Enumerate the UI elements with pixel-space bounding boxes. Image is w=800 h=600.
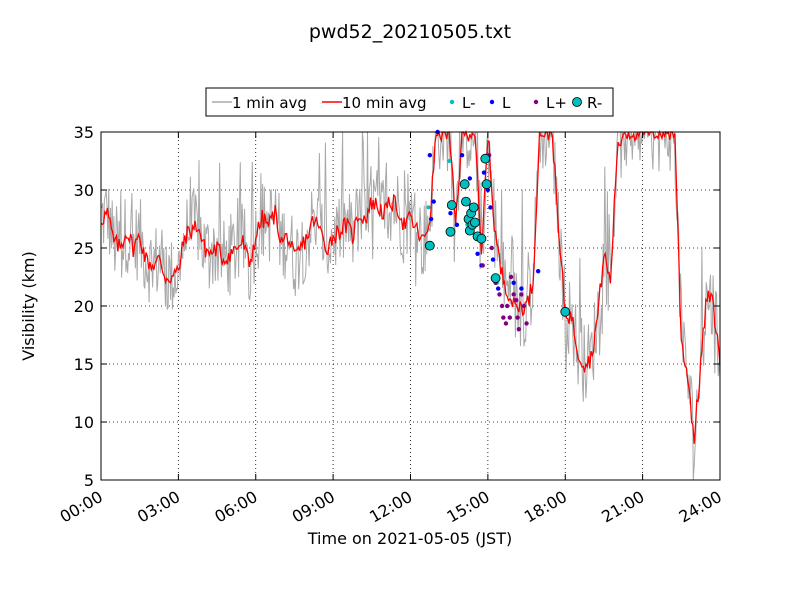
l-plus-marker [521,303,527,309]
legend-marker [572,97,582,107]
y-tick-label: 20 [74,297,94,316]
l-plus-marker [508,274,514,280]
l-plus-marker [515,315,520,320]
r-minus-marker [424,240,435,251]
x-tick-label: 18:00 [521,487,570,527]
one-min-avg-line [100,131,721,481]
x-tick-label: 09:00 [289,487,338,527]
l-marker [490,257,496,262]
l-marker [511,280,516,285]
l-plus-marker [514,298,519,303]
l-plus-marker [503,321,509,326]
r-minus-marker [476,233,487,244]
r-minus-marker [461,196,471,207]
r-minus-marker [470,217,480,228]
ten-min-avg-series [100,129,721,444]
l-marker [481,170,487,175]
l-plus-marker [524,321,529,326]
x-tick-label: 15:00 [443,487,492,527]
x-tick-labels: 00:00 03:00 06:00 09:00 12:00 15:00 18:00 21:00… [57,487,725,527]
l-minus-marker [447,159,452,163]
legend-label: L- [462,94,476,112]
x-tick-label: 24:00 [676,487,725,527]
r-minus-marker [480,153,491,164]
r-minus-marker [481,179,492,190]
legend-label: 10 min avg [342,94,427,112]
l-marker [454,222,460,227]
l-plus-marker [507,315,512,320]
grid-lines [101,132,720,480]
l-plus-marker [501,315,506,320]
l-plus-marker [499,303,505,309]
axis-ticks [100,131,721,481]
l-minus-marker [426,205,431,210]
y-tick-labels: 5 10 15 20 25 30 35 [74,123,94,490]
y-tick-label: 25 [74,239,94,258]
l-marker [495,286,501,291]
l-marker [459,153,465,158]
r-minus-marker [560,306,571,317]
x-tick-label: 21:00 [598,487,647,527]
r-minus-marker [446,200,457,210]
y-tick-label: 10 [74,413,94,432]
x-tick-label: 03:00 [134,487,183,527]
l-marker [428,216,434,222]
legend-label: L+ [546,94,567,112]
l-plus-marker [511,292,516,297]
l-plus-marker [516,327,522,332]
chart-title: pwd52_20210505.txt [309,21,511,43]
l-plus-marker [519,292,524,297]
legend-marker [533,99,539,105]
y-axis-label: Visibility (km) [19,251,38,360]
weather-code-markers [424,129,571,332]
legend-label: L [502,94,511,112]
y-tick-label: 15 [74,355,94,374]
l-marker [467,176,473,181]
legend-marker [449,99,455,105]
x-tick-label: 06:00 [211,487,260,527]
l-marker [519,286,524,291]
l-marker [488,205,493,210]
l-plus-marker [489,245,494,251]
legend-label: R- [587,94,602,112]
x-axis-label: Time on 2021-05-05 (JST) [307,529,512,548]
r-minus-marker [468,202,479,213]
l-marker [475,251,480,256]
x-tick-label: 12:00 [366,487,415,527]
l-plus-marker [497,292,502,297]
legend-marker [489,99,495,105]
legend-box [205,87,614,117]
one-min-avg-series [100,131,721,481]
y-tick-label: 35 [74,123,94,142]
legend: 1 min avg 10 min avg L- L L+ R- [205,87,614,117]
y-tick-label: 5 [84,471,94,490]
l-marker [535,269,541,274]
r-minus-marker [459,179,470,190]
l-plus-marker [480,263,485,268]
l-marker [448,211,453,216]
r-minus-marker [490,273,501,284]
l-marker [427,153,433,158]
l-plus-marker [505,303,510,309]
l-marker [431,199,436,204]
legend-label: 1 min avg [232,94,307,112]
y-tick-label: 30 [74,181,94,200]
ten-min-avg-line [100,129,721,444]
r-minus-marker [445,226,456,237]
x-tick-label: 00:00 [57,487,106,527]
